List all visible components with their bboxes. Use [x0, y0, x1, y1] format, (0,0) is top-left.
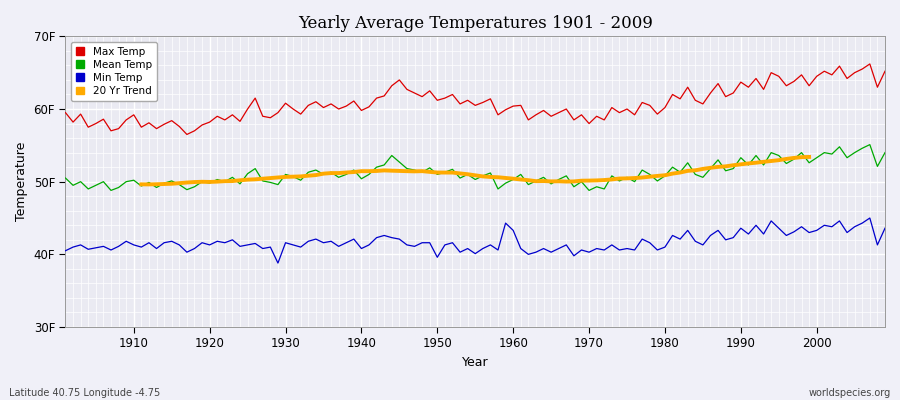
Text: Latitude 40.75 Longitude -4.75: Latitude 40.75 Longitude -4.75: [9, 388, 160, 398]
Y-axis label: Temperature: Temperature: [15, 142, 28, 221]
Text: worldspecies.org: worldspecies.org: [809, 388, 891, 398]
Title: Yearly Average Temperatures 1901 - 2009: Yearly Average Temperatures 1901 - 2009: [298, 15, 652, 32]
Legend: Max Temp, Mean Temp, Min Temp, 20 Yr Trend: Max Temp, Mean Temp, Min Temp, 20 Yr Tre…: [71, 42, 157, 101]
X-axis label: Year: Year: [462, 356, 489, 369]
